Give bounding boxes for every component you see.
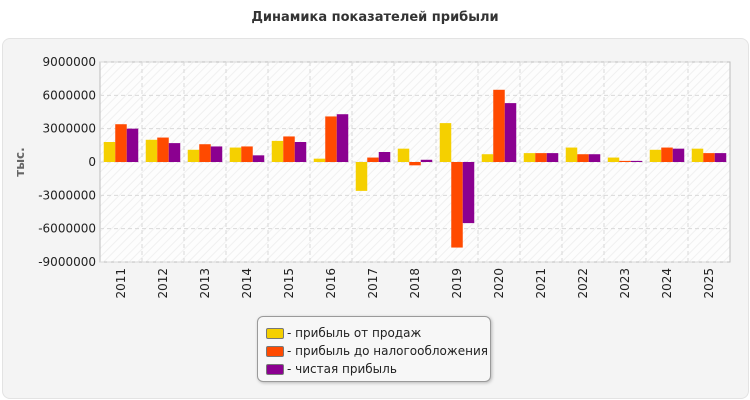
bar-sales bbox=[691, 148, 704, 162]
bar-pretax bbox=[115, 124, 127, 162]
bar-pretax bbox=[535, 153, 547, 162]
legend-item-net: - чистая прибыль bbox=[266, 361, 397, 377]
legend-swatch-sales bbox=[266, 327, 284, 339]
bar-sales bbox=[103, 142, 116, 162]
x-tick-label: 2024 bbox=[660, 268, 674, 299]
bar-net bbox=[420, 159, 433, 162]
bar-net bbox=[630, 160, 643, 162]
x-tick-label: 2021 bbox=[534, 268, 548, 299]
chart-title: Динамика показателей прибыли bbox=[251, 10, 499, 25]
x-tick-label: 2017 bbox=[366, 268, 380, 299]
bar-net bbox=[336, 114, 349, 162]
bar-sales bbox=[355, 162, 368, 191]
bar-sales bbox=[187, 149, 200, 162]
bar-net bbox=[714, 153, 727, 162]
bar-pretax bbox=[325, 116, 337, 162]
bar-pretax bbox=[241, 146, 253, 162]
bar-net bbox=[378, 152, 391, 162]
legend-label-net: - чистая прибыль bbox=[287, 362, 397, 376]
bar-sales bbox=[523, 153, 536, 162]
legend-swatch-net bbox=[266, 363, 284, 375]
y-axis-label: тыс. bbox=[13, 147, 27, 176]
bar-pretax bbox=[409, 162, 421, 166]
bar-net bbox=[210, 146, 223, 162]
bars bbox=[103, 89, 727, 248]
x-tick-label: 2025 bbox=[702, 268, 716, 299]
bar-sales bbox=[229, 147, 242, 162]
bar-pretax bbox=[493, 89, 505, 162]
bar-sales bbox=[313, 158, 326, 162]
x-tick-label: 2018 bbox=[408, 268, 422, 299]
y-tick-label: 9000000 bbox=[43, 55, 96, 69]
y-tick-label: 0 bbox=[88, 155, 96, 169]
bar-sales bbox=[397, 148, 410, 162]
bar-pretax bbox=[283, 136, 295, 162]
x-tick-label: 2016 bbox=[324, 268, 338, 299]
bar-pretax bbox=[199, 144, 211, 162]
bar-pretax bbox=[577, 154, 589, 162]
y-tick-label: 3000000 bbox=[43, 122, 96, 136]
x-tick-label: 2011 bbox=[114, 268, 128, 299]
x-tick-label: 2019 bbox=[450, 268, 464, 299]
y-tick-label: -3000000 bbox=[38, 188, 96, 202]
y-tick-labels: 9000000 6000000 3000000 0 -3000000 -6000000 -9… bbox=[38, 55, 96, 269]
bar-pretax bbox=[703, 153, 715, 162]
bar-sales bbox=[481, 154, 494, 162]
legend-swatch-pretax bbox=[266, 345, 284, 357]
x-tick-label: 2013 bbox=[198, 268, 212, 299]
bar-sales bbox=[145, 139, 158, 162]
bar-net bbox=[126, 128, 139, 162]
legend: - прибыль от продаж - прибыль до налогоо… bbox=[257, 316, 491, 382]
legend-item-pretax: - прибыль до налогообложения bbox=[266, 343, 488, 359]
x-tick-label: 2023 bbox=[618, 268, 632, 299]
y-tick-label: 6000000 bbox=[43, 88, 96, 102]
legend-label-pretax: - прибыль до налогообложения bbox=[287, 344, 488, 358]
bar-net bbox=[546, 153, 559, 162]
x-tick-label: 2020 bbox=[492, 268, 506, 299]
bar-pretax bbox=[157, 137, 169, 162]
x-tick-label: 2015 bbox=[282, 268, 296, 299]
bar-net bbox=[672, 148, 685, 162]
bar-sales bbox=[565, 147, 578, 162]
bar-net bbox=[294, 142, 307, 162]
bar-pretax bbox=[451, 162, 463, 248]
bar-net bbox=[252, 155, 265, 162]
x-tick-labels: 2011 2012 2013 2014 2015 2016 2017 2018 2019 2020… bbox=[114, 268, 716, 299]
bar-net bbox=[168, 143, 181, 162]
bar-sales bbox=[439, 123, 452, 162]
bar-net bbox=[504, 103, 517, 162]
x-tick-label: 2014 bbox=[240, 268, 254, 299]
bar-pretax bbox=[367, 157, 379, 162]
x-tick-label: 2012 bbox=[156, 268, 170, 299]
bar-net bbox=[462, 162, 475, 224]
y-tick-label: -9000000 bbox=[38, 255, 96, 269]
x-tick-label: 2022 bbox=[576, 268, 590, 299]
bar-pretax bbox=[661, 147, 673, 162]
y-tick-label: -6000000 bbox=[38, 222, 96, 236]
legend-label-sales: - прибыль от продаж bbox=[287, 326, 422, 340]
legend-item-sales: - прибыль от продаж bbox=[266, 325, 421, 341]
bar-sales bbox=[607, 157, 620, 162]
bar-sales bbox=[649, 149, 662, 162]
bar-pretax bbox=[619, 160, 631, 162]
bar-sales bbox=[271, 140, 284, 162]
bar-net bbox=[588, 154, 601, 162]
